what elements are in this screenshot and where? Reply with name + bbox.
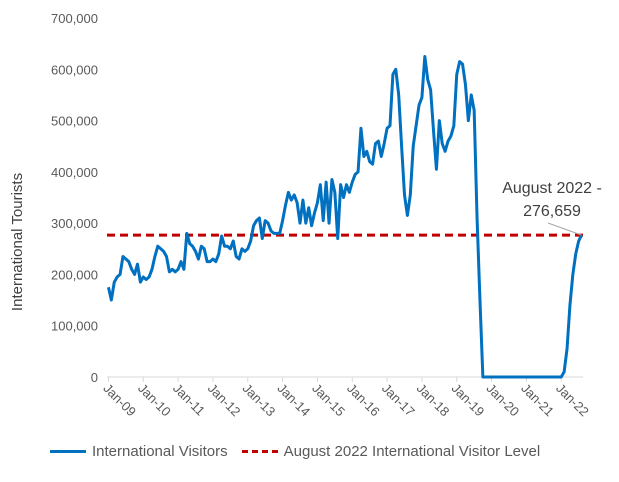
annotation-leader-line [547,222,582,236]
chart-area: 0 100,000 200,000 300,000 400,000 500,000 600,… [9,11,602,420]
legend-label-visitors: International Visitors [92,443,228,460]
y-tick-label: 200,000 [51,267,98,282]
x-tick-label: Jan-18 [414,381,453,420]
x-tick-label: Jan-19 [449,381,488,420]
x-tick-label: Jan-12 [205,381,244,420]
y-tick-label: 100,000 [51,319,98,334]
y-tick-label: 600,000 [51,62,98,77]
x-tick-label: Jan-21 [518,381,557,420]
x-tick-label: Jan-15 [309,381,348,420]
legend-label-reference: August 2022 International Visitor Level [283,443,541,460]
annotation-line-1: August 2022 - [502,180,602,197]
y-tick-label: 500,000 [51,114,98,129]
y-tick-label: 0 [91,370,98,385]
legend-swatch-dashed-line [241,450,278,453]
chart-legend: International Visitors August 2022 Inter… [50,443,554,460]
y-axis: 0 100,000 200,000 300,000 400,000 500,000 600,… [51,11,98,385]
legend-item-visitors: International Visitors [50,443,228,460]
x-axis: Jan-09Jan-10Jan-11Jan-12Jan-13Jan-14Jan-… [100,376,592,420]
y-tick-label: 400,000 [51,165,98,180]
y-tick-label: 300,000 [51,216,98,231]
x-tick-label: Jan-20 [483,381,522,420]
x-tick-label: Jan-22 [553,381,592,420]
legend-item-reference: August 2022 International Visitor Level [241,443,541,460]
legend-swatch-solid-line [50,450,86,453]
x-tick-label: Jan-16 [344,381,383,420]
x-tick-label: Jan-17 [379,381,418,420]
x-tick-label: Jan-10 [135,381,174,420]
y-tick-label: 700,000 [51,11,98,26]
y-axis-title: International Tourists [9,173,26,311]
annotation-line-2: 276,659 [523,203,581,220]
x-tick-label: Jan-09 [100,381,139,420]
x-tick-label: Jan-11 [170,381,208,419]
international-visitors-line [106,54,583,379]
x-tick-label: Jan-13 [240,381,279,420]
x-tick-label: Jan-14 [274,381,313,420]
